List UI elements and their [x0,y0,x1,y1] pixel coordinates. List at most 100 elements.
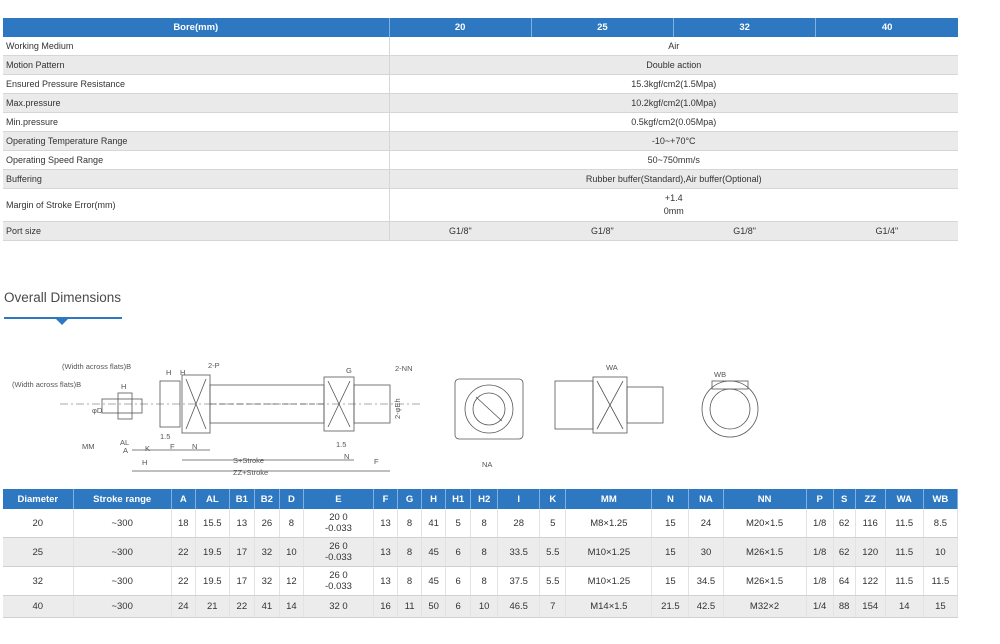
dims-cell-e: 20 0 -0.033 [303,509,375,538]
dims-cell-f: 13 [373,566,399,596]
label-2nn: 2-NN [395,364,413,373]
dims-cell-e: 26 0 -0.033 [303,566,375,596]
section-underline [4,317,122,319]
dims-cell-mm: M8×1.25 [565,509,653,538]
dims-cell-h: 45 [421,537,447,567]
label-wa: WA [606,363,618,372]
dims-cell-h2: 10 [470,595,499,618]
dims-header-zz: ZZ [855,489,886,509]
spec-header-row: Bore(mm) 20 25 32 40 [3,18,958,37]
label-s-stroke: S+Stroke [233,456,264,465]
dims-cell-b1: 22 [229,595,255,618]
section-title: Overall Dimensions [4,290,122,305]
label-h1: H [166,368,171,377]
dims-cell-s: 62 [833,537,856,567]
spec-row-stroke-error: Margin of Stroke Error(mm) +1.4 0mm [3,188,958,222]
dims-header-k: K [539,489,567,509]
table-row: 32 ~300 22 19.5 17 32 12 26 0 -0.033 13 8 45 6 8 37.5… [3,566,959,596]
dims-cell-h1: 5 [445,509,472,538]
dims-cell-g: 11 [397,595,423,618]
dims-cell-nn: M32×2 [723,595,807,618]
dims-cell-nn: M26×1.5 [723,537,807,567]
dims-cell-a: 22 [171,566,196,596]
dims-cell-na: 34.5 [688,566,724,596]
end-view-body-shape [454,378,524,440]
dims-body: 20 ~300 18 15.5 13 26 8 20 0 -0.033 13 8 41 5 8 28 5 M8… [3,509,959,618]
dims-cell-mm: M10×1.25 [565,566,653,596]
dims-cell-wa: 14 [885,595,924,618]
dims-cell-i: 37.5 [497,566,541,596]
dims-cell-d: 10 [279,537,304,567]
spec-value: 15.3kgf/cm2(1.5Mpa) [389,74,958,94]
dims-cell-stroke-range: ~300 [73,537,172,567]
dims-cell-wb: 8.5 [923,509,959,538]
label-2p: 2-P [208,361,220,370]
dims-cell-g: 8 [397,537,423,567]
dims-cell-n: 15 [651,509,690,538]
dims-cell-b1: 17 [229,566,255,596]
label-n-right: N [344,452,349,461]
spec-label: Working Medium [3,37,390,56]
dims-cell-b2: 32 [254,537,280,567]
label-k: K [145,444,150,453]
spec-label: Port size [3,221,390,241]
stroke-error-value: +1.4 0mm [389,188,958,222]
dims-cell-wb: 11.5 [923,566,959,596]
dims-cell-h: 41 [421,509,447,538]
dims-cell-i: 28 [497,509,541,538]
dims-header-n: N [651,489,690,509]
dims-cell-h: 50 [421,595,447,618]
dimension-drawing: (Width across flats)B (Width across flat… [12,361,759,477]
dims-cell-h2: 8 [470,566,499,596]
dims-cell-wa: 11.5 [885,566,924,596]
dims-header-row: Diameter Stroke range A AL B1 B2 D E F G H H1 H2 I K MM… [3,489,959,509]
label-g: G [346,366,352,375]
dims-cell-a: 22 [171,537,196,567]
label-h-small: H [121,382,126,391]
label-mm: MM [82,442,95,451]
section-arrow-icon [56,319,68,325]
dims-cell-p: 1/4 [806,595,834,618]
dims-header-wa: WA [885,489,924,509]
label-a: A [123,446,128,455]
dims-cell-wa: 11.5 [885,537,924,567]
dims-cell-wb: 15 [923,595,959,618]
label-zz-stroke: ZZ+Stroke [233,468,268,477]
dims-cell-zz: 116 [855,509,886,538]
dims-cell-e: 26 0 -0.033 [303,537,375,567]
spec-label: Max.pressure [3,93,390,113]
spec-label: Operating Speed Range [3,150,390,170]
bore-25: 25 [531,18,675,37]
dims-cell-al: 21 [195,595,230,618]
dims-header-na: NA [688,489,724,509]
dims-header-s: S [833,489,856,509]
dims-cell-b2: 41 [254,595,280,618]
dims-header-g: G [397,489,423,509]
label-n: N [192,442,197,451]
spec-row: Motion Pattern Double action [3,55,958,75]
dims-header-f: F [373,489,399,509]
dims-header-h: H [421,489,447,509]
dims-cell-stroke-range: ~300 [73,566,172,596]
table-row: 20 ~300 18 15.5 13 26 8 20 0 -0.033 13 8 41 5 8 28 5 M8… [3,509,959,538]
dims-cell-diameter: 40 [3,595,74,618]
dims-cell-d: 12 [279,566,304,596]
dims-cell-na: 24 [688,509,724,538]
dims-cell-h1: 6 [445,595,472,618]
spec-label: Min.pressure [3,112,390,132]
bore-20: 20 [389,18,532,37]
label-wb: WB [714,370,726,379]
dims-cell-stroke-range: ~300 [73,509,172,538]
dims-cell-f: 13 [373,537,399,567]
rod-nut-shape [117,392,133,420]
dims-cell-p: 1/8 [806,537,834,567]
label-na: NA [482,460,492,469]
dims-cell-wb: 10 [923,537,959,567]
dims-cell-b2: 26 [254,509,280,538]
dims-cell-n: 15 [651,566,690,596]
port-detail-body-shape [554,380,594,430]
dims-header-wb: WB [923,489,959,509]
dims-cell-nn: M26×1.5 [723,566,807,596]
dims-cell-al: 19.5 [195,537,230,567]
dims-cell-diameter: 25 [3,537,74,567]
